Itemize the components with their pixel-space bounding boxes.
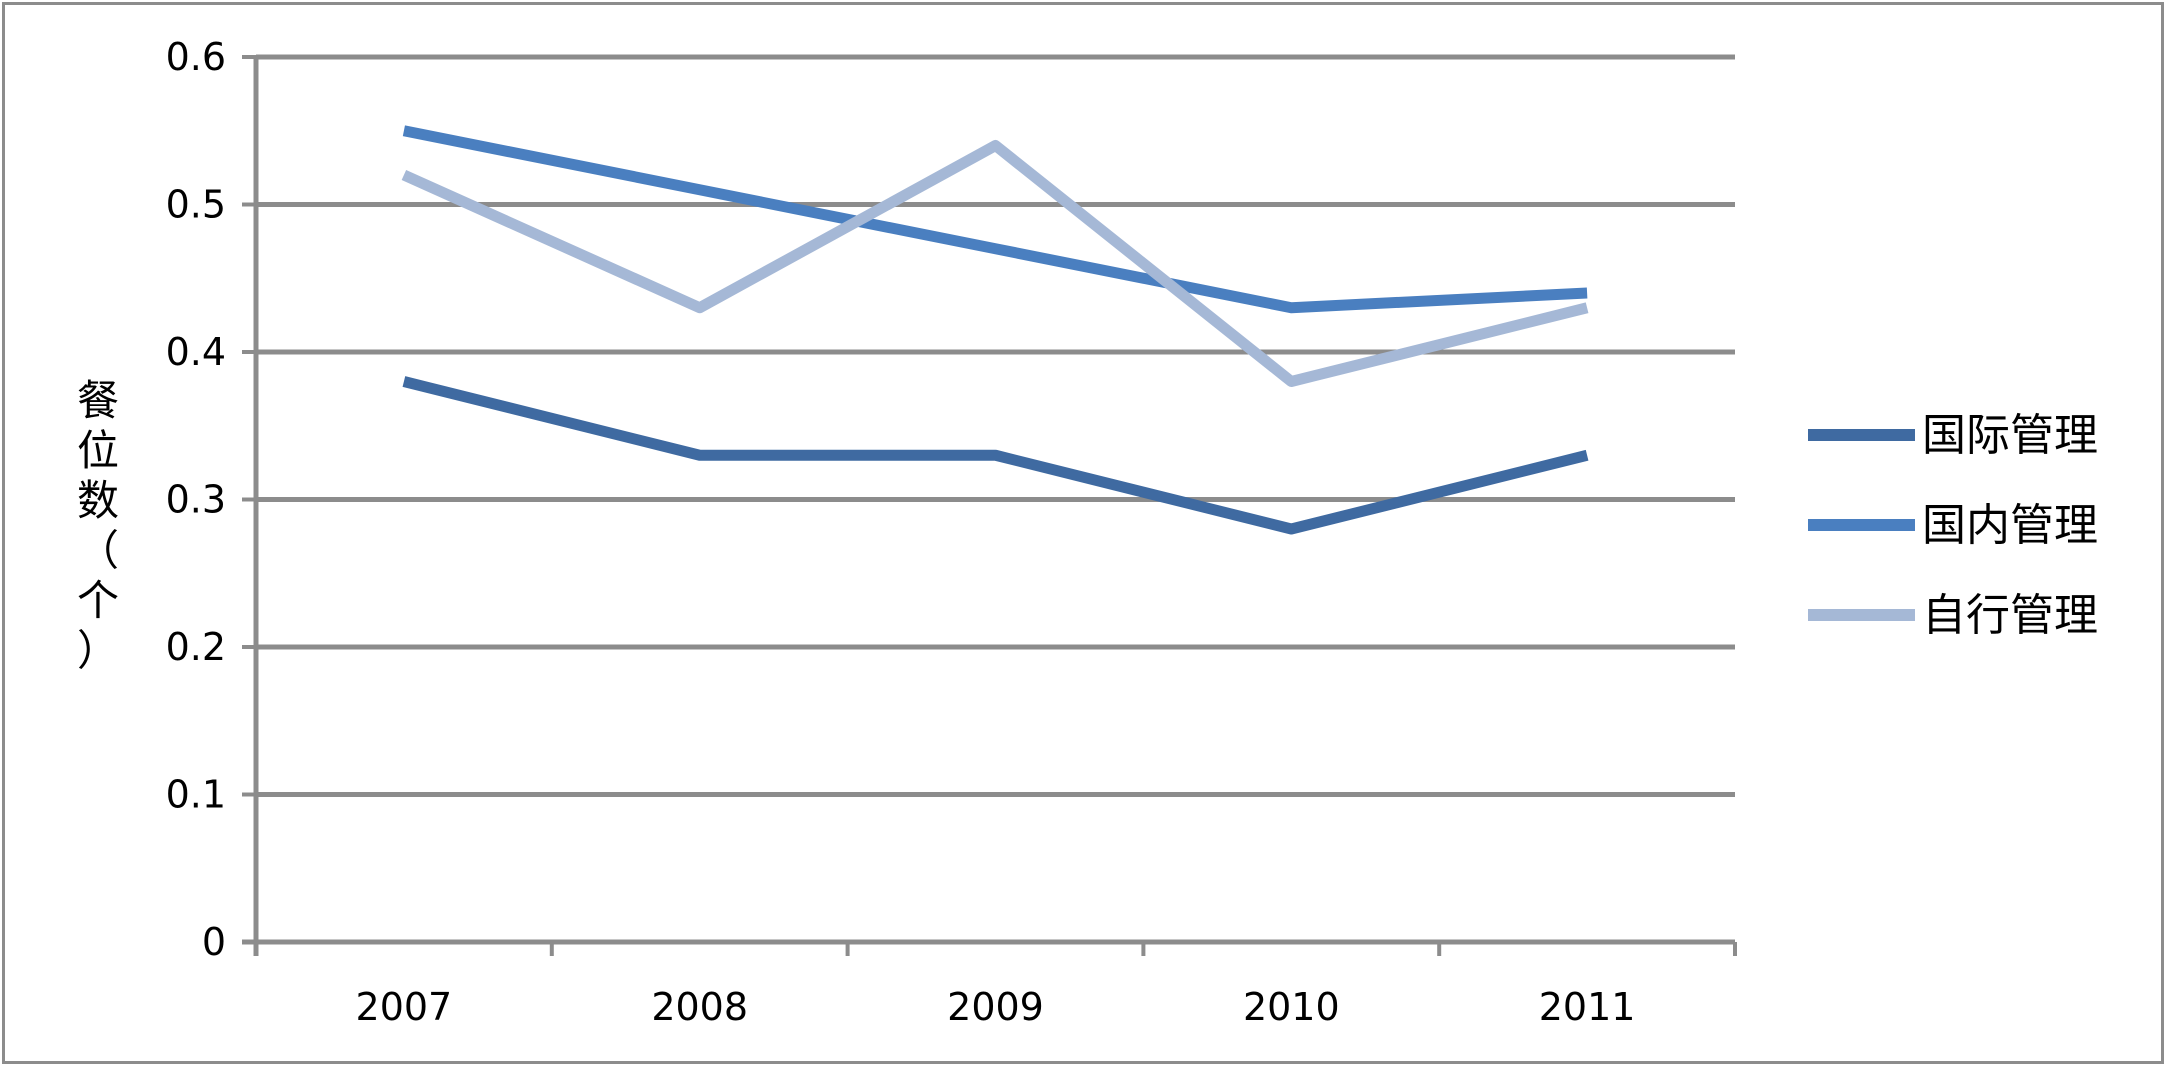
y-tick-label: 0.5 [166,183,226,227]
x-tick-label: 2010 [1243,985,1340,1029]
y-axis-title-text: 餐位数（个） [77,376,119,675]
y-tick-label: 0.1 [166,773,226,817]
series-line-2 [402,125,1588,314]
y-tick-label: 0.2 [166,625,226,669]
y-axis-title: 餐位数（个） [77,376,119,675]
series-line-1 [402,376,1589,535]
legend-label: 自行管理 [1922,590,2098,641]
y-tick-label: 0.4 [166,330,226,374]
axes: 0 0.1 0.2 0.3 0.4 0.5 0.6 2007 2008 2009 2010 2011 [166,35,1737,1029]
legend-label: 国内管理 [1922,500,2098,551]
x-tick-label: 2007 [356,985,453,1029]
x-tick-label: 2011 [1539,985,1636,1029]
y-tick-label: 0.6 [166,35,226,79]
gridlines [256,54,1735,797]
x-tick-label: 2008 [651,985,748,1029]
y-tick-label: 0.3 [166,478,226,522]
legend-label: 国际管理 [1922,410,2098,461]
series-lines [401,125,1589,535]
x-tick-label: 2009 [947,985,1044,1029]
y-tick-label: 0 [202,920,226,964]
series-line-3 [401,140,1589,387]
